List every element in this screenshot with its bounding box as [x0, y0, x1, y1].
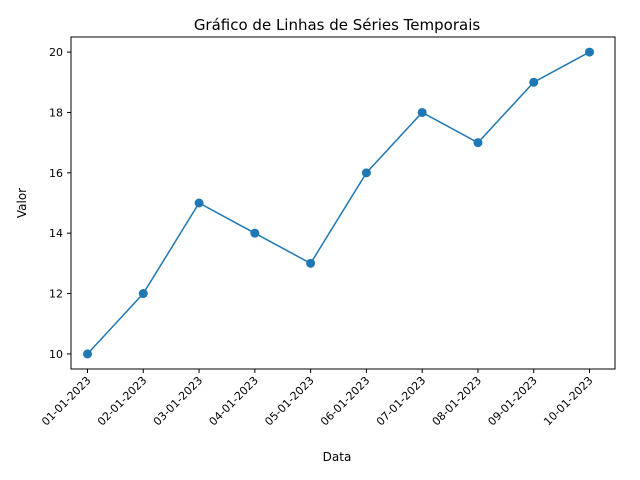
data-point: [138, 289, 148, 299]
x-axis-label: Data: [323, 450, 352, 464]
x-tick-label: 09-01-2023: [485, 374, 539, 428]
data-point: [473, 138, 483, 148]
data-point: [250, 228, 260, 238]
series-group: [83, 47, 594, 359]
y-tick-label: 18: [49, 106, 63, 119]
x-tick-label: 03-01-2023: [151, 374, 205, 428]
y-tick-label: 10: [49, 348, 63, 361]
x-tick-label: 05-01-2023: [262, 374, 316, 428]
x-tick-label: 08-01-2023: [430, 374, 484, 428]
data-point: [361, 168, 371, 178]
series-line: [86, 51, 590, 355]
y-tick-label: 20: [49, 46, 63, 59]
x-tick-label: 04-01-2023: [207, 374, 261, 428]
chart-title: Gráfico de Linhas de Séries Temporais: [194, 16, 481, 34]
x-tick-label: 10-01-2023: [541, 374, 595, 428]
data-point: [83, 349, 92, 359]
x-tick-label: 01-01-2023: [39, 374, 93, 428]
data-point: [529, 77, 539, 87]
data-point: [194, 198, 204, 208]
y-axis-label: Valor: [15, 188, 29, 218]
x-tick-label: 02-01-2023: [95, 374, 149, 428]
data-point: [417, 107, 427, 117]
y-axis: 10 12 14 16 18 20: [49, 46, 71, 361]
x-axis: 01-01-2023 02-01-2023 03-01-2023 04-01-2023…: [39, 369, 596, 428]
plot-area: [70, 36, 616, 370]
x-tick-label: 07-01-2023: [374, 374, 428, 428]
x-tick-label: 06-01-2023: [318, 374, 372, 428]
data-point: [306, 258, 316, 268]
y-tick-label: 16: [49, 167, 63, 180]
y-tick-label: 14: [49, 227, 63, 240]
data-point: [585, 47, 594, 57]
y-tick-label: 12: [49, 288, 63, 301]
